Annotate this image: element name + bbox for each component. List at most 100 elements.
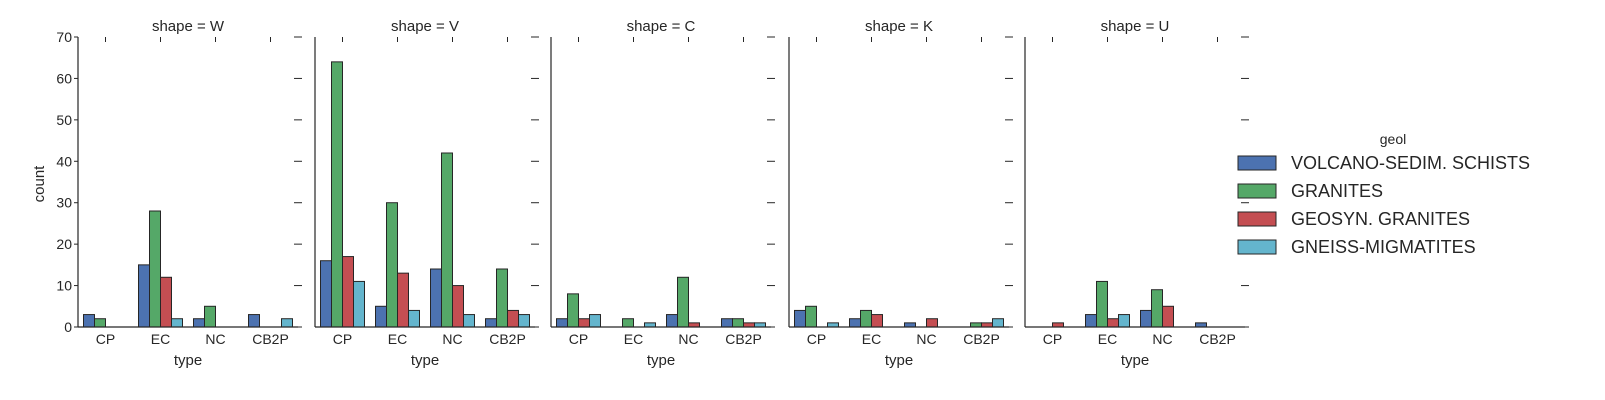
bar: [1162, 305, 1174, 328]
bar: [1151, 289, 1163, 328]
legend-item: VOLCANO-SEDIM. SCHISTS: [1237, 153, 1530, 173]
x-tick-label: EC: [151, 331, 170, 347]
legend-label: GNEISS-MIGMATITES: [1291, 237, 1476, 257]
legend-label: VOLCANO-SEDIM. SCHISTS: [1291, 153, 1530, 173]
facet-title: shape = C: [627, 18, 696, 35]
bar: [463, 314, 475, 328]
bar: [805, 305, 817, 328]
x-tick-label: EC: [1098, 331, 1117, 347]
x-tick-label: NC: [442, 331, 462, 347]
bar: [732, 318, 744, 328]
bar: [496, 268, 508, 328]
facet-panel: shape = K CP EC NC CB2P type: [788, 18, 1013, 369]
y-tick-label: 0: [64, 319, 72, 335]
facet-title: shape = K: [865, 18, 933, 35]
facet-title: shape = V: [391, 18, 459, 35]
x-axis-label: type: [647, 352, 675, 369]
x-tick-label: CB2P: [725, 331, 762, 347]
bar: [171, 318, 183, 328]
bar: [981, 322, 993, 328]
x-tick-label: CB2P: [963, 331, 1000, 347]
x-tick-label: CP: [333, 331, 352, 347]
bar: [992, 318, 1004, 328]
bar: [1052, 322, 1064, 328]
x-axis-label: type: [885, 352, 913, 369]
bar: [556, 318, 568, 328]
x-tick-label: NC: [916, 331, 936, 347]
bar: [926, 318, 938, 328]
facet-panel: shape = U CP EC NC CB2P type: [1024, 18, 1249, 369]
bar: [353, 280, 365, 328]
bar: [827, 322, 839, 328]
bar: [452, 285, 464, 328]
bar: [688, 322, 700, 328]
bar: [149, 210, 161, 328]
bar: [430, 268, 442, 328]
bar: [408, 309, 420, 328]
legend: geol VOLCANO-SEDIM. SCHISTS GRANITES GEOSY…: [1237, 131, 1530, 257]
bar: [1140, 309, 1152, 328]
x-tick-label: EC: [388, 331, 407, 347]
facet-title: shape = U: [1101, 18, 1170, 35]
y-axis-label: count: [31, 165, 48, 203]
bar: [743, 322, 755, 328]
x-tick-label: EC: [624, 331, 643, 347]
legend-swatch: [1237, 155, 1277, 171]
facet-panel: shape = W 0 10 20 30 40 50 60 70 CP EC NC CB2P type: [56, 18, 302, 369]
legend-item: GRANITES: [1237, 181, 1383, 201]
bar: [1096, 280, 1108, 328]
bar: [622, 318, 634, 328]
legend-title: geol: [1380, 131, 1406, 147]
bar: [397, 272, 409, 328]
bar: [1118, 314, 1130, 328]
x-tick-label: CB2P: [489, 331, 526, 347]
y-tick-label: 30: [56, 195, 72, 211]
x-axis-label: type: [411, 352, 439, 369]
bar: [94, 318, 106, 328]
bar: [320, 260, 332, 328]
y-tick-label: 70: [56, 29, 72, 45]
bar: [485, 318, 497, 328]
legend-swatch: [1237, 239, 1277, 255]
x-tick-label: CP: [807, 331, 826, 347]
bar: [666, 314, 678, 328]
x-axis-label: type: [1121, 352, 1149, 369]
bar: [204, 305, 216, 328]
bar: [386, 202, 398, 328]
bar: [1107, 318, 1119, 328]
bar: [754, 322, 766, 328]
bar: [518, 314, 530, 328]
bar: [567, 293, 579, 328]
bar: [331, 61, 343, 328]
facet-title: shape = W: [152, 18, 225, 35]
x-tick-label: CP: [569, 331, 588, 347]
bar: [507, 309, 519, 328]
bar: [1085, 314, 1097, 328]
bar: [281, 318, 293, 328]
x-tick-label: CP: [96, 331, 115, 347]
bar: [904, 322, 916, 328]
x-tick-label: CB2P: [252, 331, 289, 347]
y-tick-label: 60: [56, 70, 72, 86]
bar: [860, 309, 872, 328]
bar: [721, 318, 733, 328]
y-tick-label: 10: [56, 278, 72, 294]
legend-item: GEOSYN. GRANITES: [1237, 209, 1470, 229]
bar: [441, 152, 453, 328]
legend-swatch: [1237, 183, 1277, 199]
bar: [677, 276, 689, 328]
x-tick-label: EC: [862, 331, 881, 347]
bar: [970, 322, 982, 328]
bar: [644, 322, 656, 328]
x-tick-label: NC: [205, 331, 225, 347]
bar: [871, 314, 883, 328]
legend-item: GNEISS-MIGMATITES: [1237, 237, 1476, 257]
legend-swatch: [1237, 211, 1277, 227]
y-tick-label: 40: [56, 153, 72, 169]
legend-items: VOLCANO-SEDIM. SCHISTS GRANITES GEOSYN. GR…: [1237, 153, 1530, 257]
x-tick-label: CB2P: [1199, 331, 1236, 347]
facet-panel: shape = V CP EC NC CB2P type: [314, 18, 539, 369]
legend-label: GRANITES: [1291, 181, 1383, 201]
